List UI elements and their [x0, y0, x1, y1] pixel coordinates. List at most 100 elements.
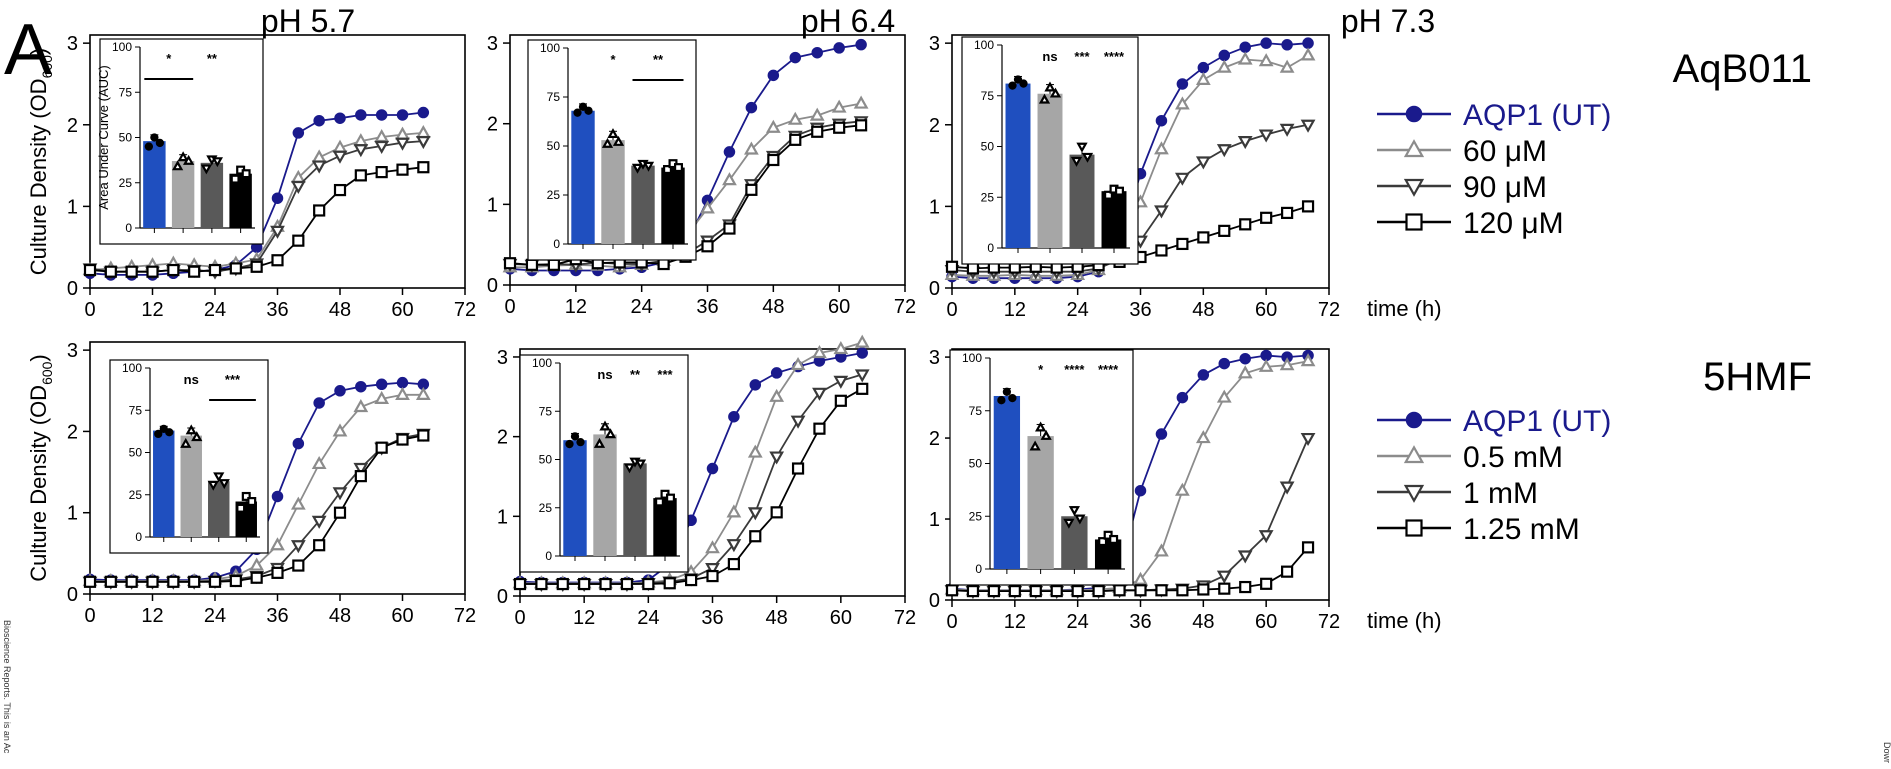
legend-title: AqB011 — [1673, 47, 1812, 91]
x-tick-label: 60 — [391, 605, 413, 627]
replicate-point — [642, 161, 655, 172]
data-point — [396, 109, 409, 121]
x-tick-label: 36 — [266, 299, 288, 321]
replicate-point — [191, 431, 203, 442]
y-tick-label: 1 — [67, 503, 78, 525]
x-tick-label: 24 — [637, 607, 659, 629]
auc-bar-2 — [1027, 436, 1054, 569]
y-axis-label-close: ) — [26, 48, 51, 55]
x-tick-label: 48 — [762, 296, 784, 318]
x-tick-label: 36 — [696, 296, 718, 318]
inset-y-tick-label: 0 — [135, 530, 142, 544]
x-tick-label: 72 — [1318, 299, 1340, 321]
data-point — [1197, 583, 1210, 596]
x-tick-label: 0 — [504, 296, 515, 318]
y-tick-label: 3 — [497, 347, 508, 369]
data-point — [987, 584, 1000, 598]
legend-title: 5HMF — [1703, 355, 1812, 399]
y-tick-label: 0 — [487, 275, 498, 297]
y-tick-label: 2 — [487, 114, 498, 136]
data-point — [1237, 135, 1253, 150]
replicate-point — [578, 102, 588, 111]
significance-label: **** — [1098, 362, 1119, 377]
data-point — [311, 149, 327, 163]
significance-label: *** — [225, 372, 241, 387]
auc-bar-3 — [623, 463, 647, 556]
data-point — [417, 161, 430, 174]
data-point — [722, 172, 737, 186]
data-point — [787, 111, 803, 125]
replicate-point — [1098, 537, 1108, 547]
significance-label: * — [166, 51, 172, 66]
replicate-point — [584, 106, 593, 115]
replicate-point — [573, 108, 582, 117]
data-point — [396, 376, 409, 389]
x-tick-label: 0 — [946, 611, 957, 633]
data-point — [271, 566, 284, 579]
data-point — [833, 42, 845, 54]
x-tick-label: 36 — [701, 607, 723, 629]
data-point — [744, 141, 759, 155]
data-point — [706, 462, 719, 475]
x-tick-label: 36 — [266, 605, 288, 627]
auc-bar-1 — [563, 440, 587, 556]
data-point — [395, 137, 410, 151]
y-tick-label: 3 — [67, 33, 78, 55]
data-point — [833, 341, 849, 355]
y-tick-label: 1 — [929, 196, 940, 218]
data-point — [833, 121, 846, 134]
data-point — [1155, 584, 1168, 597]
data-point — [1154, 205, 1169, 219]
data-point — [854, 334, 870, 348]
data-point — [1301, 541, 1315, 554]
inset-y-tick-label: 50 — [539, 453, 553, 467]
data-point — [125, 575, 138, 588]
x-tick-label: 72 — [454, 299, 476, 321]
y-tick-label: 3 — [929, 33, 940, 55]
legend-entry-label: AQP1 (UT) — [1463, 405, 1611, 438]
replicate-point — [247, 497, 257, 507]
data-point — [292, 559, 305, 572]
y-axis-label: Culture Density (OD600) — [26, 48, 55, 276]
data-point — [599, 577, 612, 591]
data-point — [1216, 389, 1232, 403]
data-point — [104, 265, 117, 278]
data-point — [353, 133, 369, 147]
auc-bar-4 — [229, 173, 252, 228]
legend-marker — [1405, 105, 1423, 123]
replicate-point — [604, 428, 617, 439]
x-axis-label: time (h) — [1367, 296, 1442, 321]
data-point — [789, 133, 802, 146]
data-point — [812, 387, 827, 401]
auc-bar-1 — [153, 430, 175, 537]
data-point — [415, 135, 431, 150]
auc-bar-4 — [1101, 191, 1127, 248]
data-point — [855, 119, 868, 132]
y-tick-label: 3 — [929, 347, 940, 369]
y-tick-label: 2 — [67, 421, 78, 443]
replicate-point — [218, 479, 230, 490]
x-tick-label: 60 — [830, 607, 852, 629]
data-point — [208, 263, 222, 277]
data-point — [167, 263, 180, 277]
replicate-point — [150, 133, 159, 142]
auc-bar-2 — [171, 161, 195, 228]
data-point — [1258, 530, 1274, 544]
data-point — [1216, 570, 1232, 584]
column-title-1: pH 5.7 — [261, 3, 355, 39]
data-point — [811, 46, 823, 59]
inset-y-tick-label: 0 — [987, 241, 994, 255]
data-point — [1029, 584, 1042, 598]
data-point — [727, 558, 740, 571]
inset-y-tick-label: 25 — [969, 509, 983, 523]
data-point — [292, 127, 305, 139]
data-point — [1258, 129, 1274, 143]
data-point — [188, 265, 201, 278]
